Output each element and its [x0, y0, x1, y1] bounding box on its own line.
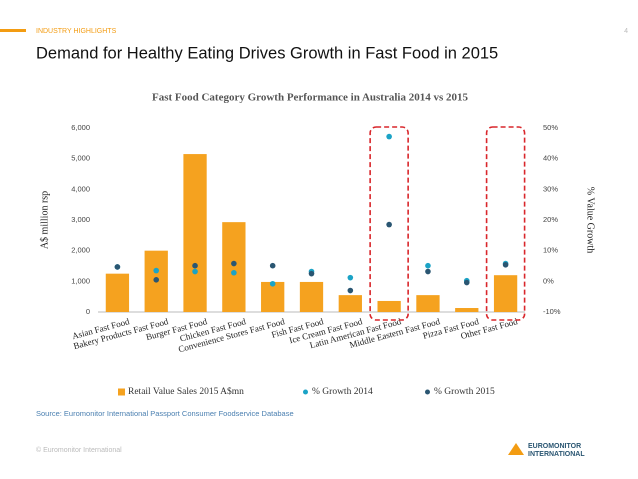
point — [269, 280, 276, 287]
point — [192, 268, 198, 275]
logo-text: EUROMONITOR — [528, 443, 581, 450]
legend-swatch — [118, 388, 125, 396]
y2-tick-label: 10% — [543, 246, 558, 255]
highlight-box — [369, 126, 409, 321]
y-tick-label: 2,000 — [71, 246, 90, 255]
y-tick-label: 3,000 — [71, 215, 90, 224]
logo-icon — [508, 443, 524, 455]
bar — [416, 295, 440, 312]
y2-axis-label: % Value Growth — [585, 187, 596, 253]
bar — [377, 300, 401, 312]
y-axis-label: A$ million rsp — [39, 191, 50, 249]
plot: 0 1,000 2,000 3,000 4,000 5,000 6,000 -10% 0% 10%… — [71, 123, 561, 397]
point — [425, 268, 431, 275]
bar — [261, 281, 285, 312]
point — [192, 262, 198, 269]
y-tick-label: 6,000 — [71, 123, 90, 132]
point — [231, 260, 237, 267]
page-number: 4 — [624, 28, 628, 35]
logo: EUROMONITOR INTERNATIONAL — [508, 443, 585, 458]
y-tick-label: 5,000 — [71, 154, 90, 163]
copyright: © Euromonitor International — [36, 446, 122, 454]
point — [114, 264, 121, 270]
point — [502, 261, 509, 268]
section-label: INDUSTRY HIGHLIGHTS — [36, 28, 117, 35]
chart-title: Fast Food Category Growth Performance in… — [152, 92, 469, 104]
point — [153, 277, 160, 283]
y-tick-label: 1,000 — [71, 276, 90, 285]
source: Source: Euromonitor International Passpo… — [36, 409, 294, 418]
point — [269, 262, 276, 269]
y-tick-label: 4,000 — [71, 184, 90, 193]
bar — [455, 308, 479, 312]
point — [463, 279, 470, 286]
y-tick-label: 0 — [86, 307, 90, 316]
point — [347, 274, 354, 281]
legend-label: % Growth 2014 — [312, 387, 373, 397]
legend-swatch — [303, 389, 308, 395]
y2-tick-label: 50% — [543, 123, 558, 132]
y2-tick-label: 0% — [543, 276, 554, 285]
bar — [105, 273, 130, 312]
y2-tick-label: 40% — [543, 154, 558, 163]
bar — [299, 281, 324, 312]
point — [386, 221, 392, 228]
point — [425, 262, 431, 269]
point — [153, 267, 160, 274]
bar — [338, 295, 362, 312]
point — [231, 269, 237, 276]
legend-label: Retail Value Sales 2015 A$mn — [128, 386, 244, 397]
bar — [493, 275, 518, 312]
legend-swatch — [425, 389, 430, 395]
y2-tick-label: 20% — [543, 215, 558, 224]
y2-tick-label: -10% — [543, 307, 561, 316]
point — [386, 133, 392, 140]
point — [347, 287, 354, 294]
bar — [222, 222, 246, 312]
highlight-box — [485, 126, 526, 321]
slide-title: Demand for Healthy Eating Drives Growth … — [36, 44, 498, 62]
point — [308, 270, 315, 277]
logo-text: INTERNATIONAL — [528, 451, 585, 458]
y2-tick-label: 30% — [543, 184, 558, 193]
legend-label: % Growth 2015 — [434, 387, 495, 397]
header-bar — [0, 29, 26, 32]
bar — [183, 154, 207, 312]
